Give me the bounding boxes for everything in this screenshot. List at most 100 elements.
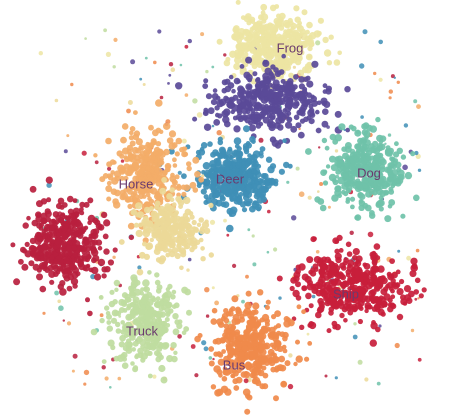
stray-point: [292, 65, 296, 69]
data-point: [264, 321, 270, 327]
data-point: [282, 81, 291, 89]
data-point: [122, 345, 129, 352]
stray-point: [232, 263, 237, 268]
data-point: [168, 130, 177, 138]
data-point: [172, 202, 177, 207]
data-point: [336, 163, 342, 169]
data-point: [274, 84, 281, 91]
data-point: [223, 328, 231, 335]
data-point: [400, 154, 407, 160]
data-point: [113, 355, 120, 362]
data-point: [32, 263, 40, 271]
data-point: [261, 313, 270, 322]
data-point: [164, 307, 171, 314]
data-point: [284, 64, 292, 71]
data-point: [233, 137, 242, 145]
data-point: [259, 146, 266, 152]
data-point: [83, 238, 90, 246]
data-point: [103, 248, 110, 255]
data-point: [105, 137, 112, 145]
data-point: [140, 357, 146, 363]
data-point: [143, 286, 148, 291]
data-point: [362, 183, 368, 189]
data-point: [338, 248, 344, 253]
data-point: [356, 270, 362, 275]
data-point: [252, 22, 260, 29]
data-point: [175, 137, 183, 145]
data-point: [321, 137, 328, 144]
stray-point: [130, 59, 136, 65]
cluster-label-ship: Ship: [333, 286, 359, 301]
stray-point: [192, 98, 198, 104]
data-point: [306, 92, 312, 98]
data-point: [243, 371, 249, 376]
data-point: [112, 247, 118, 253]
data-point: [56, 265, 63, 272]
stray-point: [177, 170, 182, 175]
data-point: [358, 193, 366, 200]
data-point: [219, 179, 226, 185]
data-point: [238, 176, 245, 183]
stray-point: [367, 231, 374, 238]
data-point: [251, 117, 259, 125]
data-point: [315, 311, 322, 319]
data-point: [202, 162, 211, 170]
data-point: [120, 136, 127, 144]
data-point: [121, 192, 128, 200]
data-point: [127, 222, 135, 230]
data-point: [133, 222, 139, 228]
stray-point: [42, 311, 46, 315]
data-point: [308, 103, 314, 109]
data-point: [110, 170, 115, 175]
data-point: [315, 127, 322, 134]
data-point: [375, 116, 381, 123]
data-point: [176, 183, 182, 189]
data-point: [380, 158, 387, 166]
data-point: [224, 165, 230, 172]
data-point: [328, 173, 337, 182]
data-point: [101, 359, 107, 364]
data-point: [332, 324, 338, 330]
stray-point: [190, 344, 196, 349]
stray-point: [205, 69, 209, 74]
data-point: [164, 205, 170, 211]
data-point: [310, 236, 317, 243]
stray-point: [298, 191, 305, 197]
data-point: [205, 93, 213, 100]
data-point: [317, 305, 325, 313]
data-point: [52, 220, 58, 227]
data-point: [247, 178, 254, 185]
data-point: [81, 246, 87, 251]
data-point: [387, 171, 394, 178]
data-point: [325, 164, 331, 169]
data-point: [174, 174, 180, 180]
data-point: [304, 356, 310, 362]
data-point: [293, 100, 300, 107]
data-point: [99, 176, 106, 183]
data-point: [178, 224, 185, 231]
data-point: [134, 288, 142, 296]
data-point: [260, 325, 267, 332]
data-point: [212, 171, 219, 177]
data-point: [391, 271, 398, 279]
data-point: [63, 257, 70, 265]
data-point: [334, 252, 342, 260]
data-point: [120, 320, 125, 325]
data-point: [171, 289, 177, 295]
data-point: [258, 178, 266, 186]
data-point: [130, 361, 135, 366]
data-point: [297, 131, 305, 139]
data-point: [231, 330, 236, 336]
data-point: [239, 34, 245, 40]
data-point: [127, 188, 133, 195]
stray-point: [184, 93, 189, 97]
data-point: [186, 165, 192, 172]
data-point: [252, 376, 261, 385]
data-point: [381, 297, 387, 302]
data-point: [169, 197, 175, 202]
data-point: [341, 182, 349, 190]
data-point: [252, 158, 258, 164]
data-point: [225, 337, 232, 344]
data-point: [216, 167, 224, 174]
data-point: [155, 141, 162, 147]
